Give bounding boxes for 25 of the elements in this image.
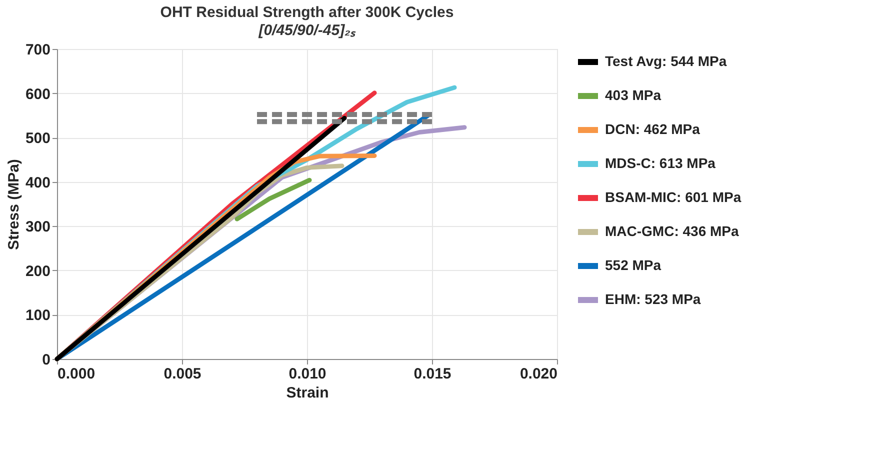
y-tick-label: 300 (25, 218, 50, 236)
chart-subtitle: [0/45/90/-45]₂ₛ (258, 22, 356, 39)
legend-label: MAC-GMC: 436 MPa (605, 223, 740, 239)
y-tick-label: 0 (42, 352, 50, 368)
legend-label: DCN: 462 MPa (605, 121, 700, 137)
x-tick-label: 0.015 (414, 366, 452, 382)
y-tick-label: 100 (25, 307, 50, 324)
y-axis-title: Stress (MPa) (5, 159, 22, 250)
chart-title: OHT Residual Strength after 300K Cycles (160, 4, 454, 21)
x-tick-label: 0.010 (288, 366, 326, 382)
x-tick-label: 0.020 (520, 366, 558, 382)
x-axis-title: Strain (286, 384, 329, 402)
y-tick-label: 700 (25, 42, 50, 58)
y-tick-label: 500 (25, 130, 50, 148)
y-tick-label: 400 (25, 174, 50, 192)
y-tick-label: 600 (25, 86, 50, 103)
x-tick-label: 0.000 (58, 366, 96, 382)
legend-label: 403 MPa (605, 87, 662, 103)
y-tick-label: 200 (25, 262, 50, 280)
legend-label: 552 MPa (605, 257, 662, 273)
legend-label: EHM: 523 MPa (605, 291, 701, 307)
legend-label: BSAM-MIC: 601 MPa (605, 189, 742, 205)
legend-label: MDS-C: 613 MPa (605, 155, 716, 171)
legend-label: Test Avg: 544 MPa (605, 53, 727, 69)
x-tick-label: 0.005 (164, 366, 202, 382)
